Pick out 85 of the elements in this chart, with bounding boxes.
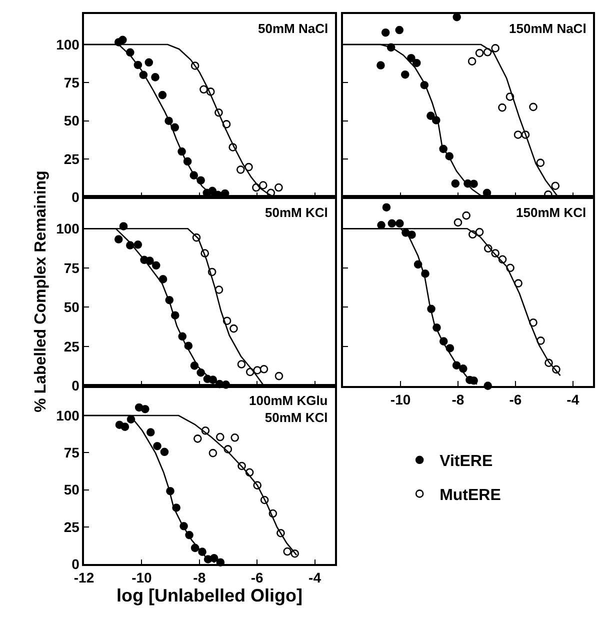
x-tick-label: -6	[509, 391, 522, 408]
point	[491, 44, 500, 52]
y-tick-label: 0	[72, 189, 80, 206]
y-tick-label: 25	[64, 338, 80, 354]
point	[470, 180, 478, 188]
point	[114, 235, 123, 244]
text: 50mM NaCl	[258, 21, 328, 36]
point	[388, 219, 396, 228]
point	[193, 434, 202, 443]
x-tick-label: -8	[193, 570, 206, 586]
y-tick-label: 25	[64, 150, 80, 167]
point	[146, 428, 155, 436]
point	[274, 372, 284, 380]
point	[454, 218, 462, 227]
point	[118, 36, 127, 44]
y-tick-label: 75	[64, 260, 80, 276]
point	[381, 28, 390, 37]
point	[208, 448, 218, 458]
y-tick-label: 0	[72, 378, 80, 394]
point	[426, 112, 435, 120]
x-tick-label: -10	[132, 570, 152, 586]
x-tick-label: -4	[308, 570, 322, 586]
point	[536, 158, 545, 167]
y-tick-label: 50	[64, 299, 80, 316]
point	[260, 364, 268, 374]
y-tick-label: 100	[56, 220, 80, 236]
point	[160, 448, 169, 456]
point	[146, 256, 154, 265]
y-tick-label: 100	[56, 407, 80, 424]
x-axis-title: log [Unlabelled Oligo]	[116, 586, 302, 606]
point	[377, 220, 386, 230]
point	[153, 442, 162, 450]
text: 50mM KCl	[265, 205, 328, 220]
point	[451, 179, 460, 188]
legend-label: MutERE	[440, 486, 502, 504]
point	[382, 203, 391, 212]
text: 150mM NaCl	[509, 21, 586, 36]
point	[529, 102, 538, 112]
point	[236, 166, 245, 174]
point	[214, 286, 224, 294]
y-tick-label: 75	[64, 74, 80, 91]
x-tick-label: -8	[452, 391, 464, 408]
point	[400, 70, 410, 79]
point	[514, 279, 522, 288]
y-tick-label: 50	[64, 482, 80, 498]
point	[551, 182, 560, 190]
point	[274, 183, 283, 192]
point	[396, 219, 404, 228]
point	[144, 58, 154, 67]
y-tick-label: 25	[64, 518, 80, 535]
point	[376, 61, 385, 70]
point	[475, 228, 484, 236]
y-tick-label: 50	[64, 112, 80, 129]
point	[408, 230, 416, 239]
point	[258, 181, 268, 190]
text: 150mM KCl	[516, 205, 586, 220]
point	[200, 85, 208, 94]
y-tick-label: 0	[72, 556, 80, 572]
point	[230, 433, 239, 442]
point	[230, 324, 238, 333]
point	[283, 547, 292, 556]
point	[158, 90, 167, 100]
point	[216, 432, 224, 442]
point	[237, 360, 246, 368]
point	[141, 404, 150, 414]
point	[514, 130, 522, 139]
point	[498, 103, 506, 112]
point	[412, 58, 421, 68]
point	[462, 211, 470, 220]
text: 100mM KGlu 50mM KCl	[249, 393, 328, 425]
point	[468, 57, 476, 66]
point	[475, 48, 484, 58]
y-tick-label: 100	[56, 36, 80, 52]
point	[120, 422, 130, 431]
x-tick-label: -12	[74, 570, 94, 586]
y-tick-label: 75	[64, 444, 80, 461]
point	[395, 26, 404, 34]
x-tick-label: -10	[390, 391, 411, 408]
y-axis-title: % Labelled Complex Remaining	[32, 170, 50, 412]
x-tick-label: -6	[250, 570, 264, 586]
point	[152, 261, 160, 270]
legend-label: VitERE	[440, 453, 493, 470]
point	[151, 73, 160, 82]
point	[134, 240, 142, 249]
x-tick-label: -4	[566, 391, 580, 408]
